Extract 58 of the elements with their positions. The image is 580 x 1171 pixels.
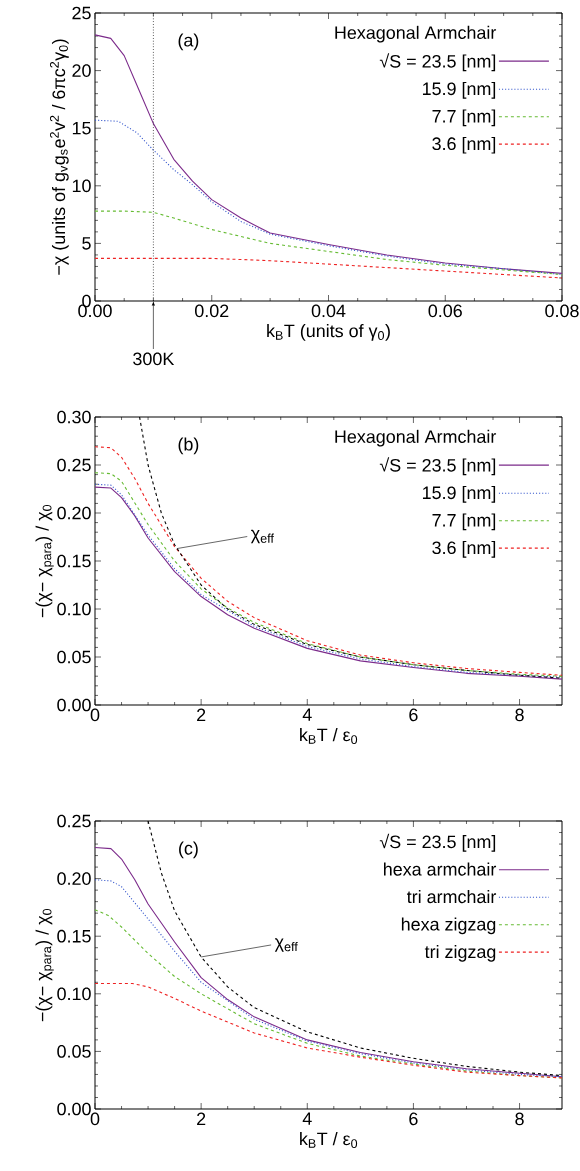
y-tick-label: 0.25 — [57, 458, 91, 472]
text: −χ (units of g$_{v}$g$_{s}$e$^{2}$v$^{2}$ / 6πc$^{2}$γ$_{0}$) — [49, 39, 69, 275]
legend-label: hexa armchair — [384, 862, 497, 876]
y-tick-label: 20 — [72, 64, 91, 77]
legend-label: tri zigzag — [424, 944, 496, 962]
legend-label: 3.6 [nm] — [432, 540, 496, 558]
x-tick-label: 0.08 — [545, 304, 579, 318]
x-tick-label: 6 — [409, 1112, 418, 1126]
y-tick-label: 15 — [72, 121, 91, 135]
x-tick-label: 6 — [409, 708, 418, 722]
annotation: (b) — [178, 437, 199, 455]
y-tick-label: 0.15 — [57, 929, 91, 943]
x-axis-title: k$_{B}$T / ε$_{0}$ — [300, 1132, 358, 1149]
legend-label: √S = 23.5 [nm] — [379, 53, 496, 72]
x-tick-label: 2 — [197, 708, 206, 722]
x-tick-label: 0.04 — [311, 304, 346, 318]
annotation: χ$_{eff}$ — [274, 938, 298, 952]
x-tick-label: 0.02 — [195, 304, 229, 318]
y-tick-label: 0.20 — [57, 872, 91, 885]
x-tick-label: 4 — [302, 1112, 312, 1125]
legend-label: 15.9 [nm] — [422, 81, 496, 99]
y-tick-label: 0.05 — [57, 1045, 91, 1058]
legend-label: hexa zigzag — [401, 917, 496, 935]
x-axis-title: k$_{B}$T / ε$_{0}$ — [300, 728, 358, 745]
y-tick-label: 0.20 — [57, 506, 91, 520]
legend-label: 7.7 [nm] — [432, 109, 496, 127]
y-tick-label: 0.00 — [57, 698, 91, 712]
y-tick-label: 25 — [72, 6, 91, 20]
y-tick-label: 0.00 — [57, 1102, 91, 1116]
line-series — [94, 982, 563, 1079]
x-tick-label: 2 — [197, 1112, 206, 1126]
legend-label: tri armchair — [406, 889, 497, 904]
x-tick-label: 4 — [302, 708, 312, 721]
legend-title: Hexagonal Armchair — [335, 25, 497, 43]
annotation: χ$_{eff}$ — [250, 529, 274, 544]
y-tick-label: 0.10 — [57, 602, 91, 616]
y-tick-label: 0.25 — [57, 814, 91, 828]
y-tick-label: 5 — [82, 237, 91, 250]
x-axis-title: k$_{B}$T (units of γ$_{0}$) — [267, 324, 390, 341]
legend-label: √S = 23.5 [nm] — [379, 457, 496, 476]
legend-title: √S = 23.5 [nm] — [379, 833, 496, 852]
y-tick-label: 0.30 — [57, 410, 91, 424]
annotation: (a) — [178, 33, 199, 51]
y-axis-title: −(χ− χ$_{para}$) / χ$_{0}$ — [35, 908, 54, 1022]
annotation: 300K — [133, 352, 175, 366]
legend-title: Hexagonal Armchair — [335, 429, 497, 447]
y-tick-label: 0.05 — [57, 650, 91, 664]
y-tick-label: 0.15 — [57, 554, 91, 568]
y-tick-label: 0.10 — [57, 987, 91, 1001]
x-tick-label: 8 — [515, 1112, 524, 1126]
x-tick-label: 0.06 — [428, 304, 462, 318]
x-tick-label: 8 — [515, 708, 524, 722]
annotation: (c) — [179, 841, 198, 859]
y-axis-title: −(χ− χ$_{para}$) / χ$_{0}$ — [35, 504, 54, 618]
legend-label: 3.6 [nm] — [432, 136, 496, 154]
legend-label: 7.7 [nm] — [432, 513, 496, 531]
y-tick-label: 10 — [72, 179, 91, 193]
legend-label: 15.9 [nm] — [422, 485, 496, 503]
